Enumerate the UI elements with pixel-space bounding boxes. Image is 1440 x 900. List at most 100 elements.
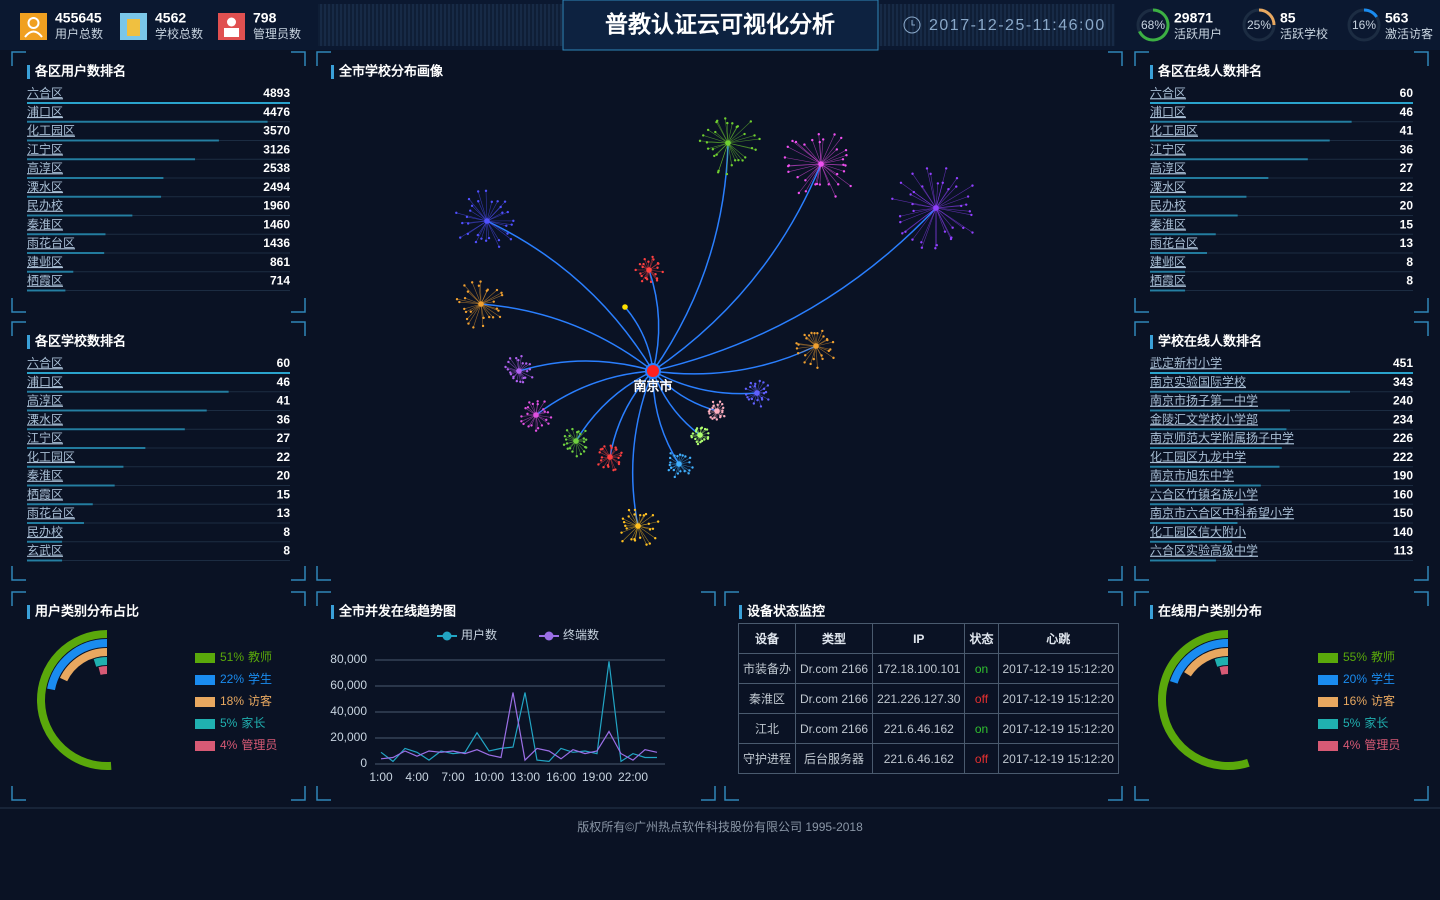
firework-dot	[526, 406, 530, 409]
firework-dot	[945, 167, 948, 170]
graph-edge	[652, 370, 701, 436]
table-cell: 2017-12-19 15:12:20	[997, 743, 1119, 774]
firework-spoke	[935, 207, 953, 228]
rank-label: 江宁区	[27, 430, 63, 445]
rank-label: 高淳区	[27, 393, 63, 408]
graph-edge	[631, 370, 654, 527]
table-cell: 秦淮区	[737, 683, 797, 714]
x-tick-label: 19:00	[582, 770, 612, 784]
firework-dot	[466, 290, 470, 293]
rank-value: 3126	[263, 142, 290, 156]
firework-dot	[531, 402, 535, 406]
column-header: 状态	[964, 623, 999, 654]
firework-spoke	[935, 207, 952, 238]
firework-spoke	[819, 142, 822, 165]
firework-dot	[638, 536, 642, 539]
firework-dot	[804, 354, 807, 357]
rank-label: 南京市旭东中学	[1150, 468, 1234, 483]
title-marker	[27, 65, 30, 79]
firework-spoke	[727, 142, 746, 158]
panel-corner	[11, 321, 306, 581]
firework-spoke	[935, 185, 973, 209]
firework-dot	[741, 159, 744, 162]
firework-dot	[620, 531, 623, 534]
firework-dot	[563, 435, 567, 438]
ring-segment	[1184, 648, 1229, 677]
firework-spoke	[804, 345, 817, 363]
firework-dot	[492, 300, 495, 303]
firework-dot	[481, 324, 485, 328]
firework-dot	[835, 148, 839, 151]
graph-edge	[480, 303, 654, 372]
firework-dot	[762, 387, 766, 391]
rank-value: 8	[283, 544, 290, 558]
firework-spoke	[913, 191, 937, 209]
rank-bar	[1150, 484, 1261, 487]
firework-spoke	[486, 201, 498, 222]
firework-spoke	[900, 207, 937, 223]
graph-edge	[652, 370, 758, 395]
firework-dot	[795, 347, 799, 350]
table-cell: Dr.com 2166	[795, 653, 874, 684]
rank-value: 140	[1393, 525, 1413, 539]
graph-node	[484, 218, 490, 224]
legend-category: 学生	[1371, 671, 1395, 686]
firework-dot	[827, 349, 831, 353]
firework-dot	[716, 403, 719, 406]
firework-spoke	[935, 186, 957, 209]
firework-dot	[509, 373, 513, 376]
rank-value: 41	[277, 394, 291, 408]
firework-dot	[620, 451, 623, 455]
rank-value: 60	[277, 356, 291, 370]
rank-value: 8	[1406, 255, 1413, 269]
firework-dot	[716, 119, 719, 122]
firework-dot	[506, 368, 509, 371]
firework-dot	[713, 154, 716, 158]
rank-label: 秦淮区	[27, 469, 63, 483]
firework-dot	[816, 332, 819, 335]
firework-spoke	[727, 126, 739, 144]
firework-dot	[458, 300, 461, 304]
firework-dot	[951, 226, 954, 229]
firework-dot	[470, 281, 474, 284]
firework-dot	[837, 183, 840, 186]
firework-dot	[491, 316, 495, 319]
firework-dot	[707, 410, 711, 413]
rank-label: 民办校	[27, 198, 63, 213]
rank-bar	[27, 158, 196, 161]
firework-dot	[950, 236, 953, 239]
firework-dot	[832, 356, 835, 360]
firework-dot	[575, 455, 578, 458]
firework-spoke	[935, 205, 962, 209]
firework-dot	[796, 175, 799, 179]
rank-bar	[27, 409, 207, 412]
panel-title: 在线用户类别分布	[1158, 603, 1262, 618]
rank-label: 六合区	[27, 355, 63, 370]
table-cell: 221.6.46.162	[872, 713, 966, 744]
rank-label: 秦淮区	[1150, 217, 1186, 231]
firework-dot	[822, 138, 825, 141]
rank-value: 8	[283, 525, 290, 539]
table-row: 秦淮区 Dr.com 2166 221.226.127.30 off 2017-12-1…	[737, 683, 1119, 714]
firework-dot	[549, 416, 553, 419]
firework-dot	[786, 164, 790, 168]
school-icon-glyph	[127, 19, 140, 36]
firework-dot	[783, 156, 787, 159]
graph-node	[622, 304, 628, 310]
firework-dot	[464, 310, 468, 314]
rank-bar	[1150, 465, 1280, 468]
rank-label: 建邺区	[1150, 255, 1186, 269]
firework-dot	[831, 340, 835, 344]
firework-dot	[730, 164, 733, 167]
rank-label: 六合区	[27, 85, 63, 100]
legend-category: 访客	[248, 693, 272, 708]
rank-bar	[27, 559, 63, 562]
stat-label: 用户总数	[55, 26, 103, 41]
firework-dot	[810, 331, 813, 335]
firework-dot	[617, 460, 621, 464]
table-cell: off	[964, 683, 999, 714]
firework-dot	[633, 538, 636, 541]
graph-edge	[486, 220, 654, 372]
rank-label: 玄武区	[27, 543, 63, 558]
legend-value: 5%	[1343, 716, 1361, 730]
